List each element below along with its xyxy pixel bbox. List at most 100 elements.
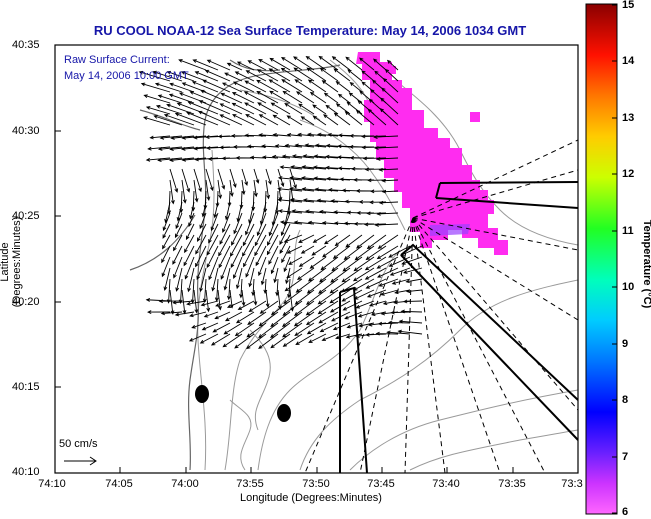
- current-vector: [294, 322, 315, 337]
- current-vector: [183, 245, 195, 267]
- current-vector: [289, 186, 315, 192]
- current-vector: [205, 289, 211, 313]
- current-vector: [169, 157, 195, 162]
- current-vector: [277, 176, 303, 181]
- current-vector: [301, 176, 327, 181]
- current-vector: [237, 300, 255, 310]
- current-vector: [352, 267, 375, 282]
- current-vector: [270, 311, 291, 327]
- x-tick-label: 73:50: [302, 478, 330, 490]
- scale-arrow: [64, 456, 97, 466]
- current-vector: [300, 116, 315, 126]
- current-vector: [208, 256, 219, 281]
- current-vector: [288, 256, 303, 265]
- current-vector: [247, 311, 267, 325]
- current-vector: [211, 267, 219, 292]
- current-vector: [257, 102, 279, 115]
- colorbar-ticks: [612, 4, 617, 514]
- current-vector: [227, 278, 231, 301]
- current-vector: [305, 55, 327, 71]
- current-vector: [234, 71, 255, 82]
- current-vector: [258, 333, 279, 350]
- current-vector: [368, 300, 387, 307]
- current-vector: [145, 157, 171, 162]
- current-vector: [384, 68, 399, 82]
- current-vector: [205, 168, 214, 192]
- current-vector: [201, 322, 219, 331]
- current-vector: [162, 234, 171, 250]
- current-vector: [181, 168, 191, 193]
- current-vector: [350, 166, 375, 171]
- current-vector: [256, 90, 279, 104]
- current-vector: [270, 256, 279, 275]
- current-vector: [312, 115, 327, 126]
- current-vector: [387, 320, 411, 325]
- current-vector: [278, 209, 303, 214]
- current-vector: [149, 135, 171, 140]
- current-vector: [223, 322, 243, 335]
- current-vector: [378, 278, 399, 287]
- current-vector: [365, 245, 387, 261]
- current-vector: [289, 198, 315, 203]
- current-vector: [402, 267, 423, 274]
- current-vector: [202, 278, 207, 304]
- annotation-line-1: Raw Surface Current:: [64, 54, 170, 66]
- current-vector: [256, 212, 267, 237]
- current-vector: [283, 256, 291, 273]
- current-vector: [300, 245, 315, 254]
- current-vector: [239, 278, 243, 299]
- colorbar-tick-label: 7: [622, 451, 629, 463]
- current-vector: [181, 135, 207, 140]
- current-vector: [268, 212, 279, 237]
- y-tick-label: 40:25: [12, 210, 40, 222]
- current-vector: [311, 245, 327, 256]
- current-vector: [306, 278, 327, 294]
- current-vector: [220, 92, 243, 104]
- current-vector: [397, 329, 423, 335]
- current-vector: [331, 311, 351, 322]
- current-vector: [270, 102, 291, 115]
- y-tick-label: 40:15: [12, 381, 40, 393]
- current-vector: [175, 267, 183, 292]
- current-vector: [341, 289, 363, 302]
- current-vector: [235, 311, 255, 324]
- current-vector: [253, 289, 258, 306]
- current-vector: [273, 267, 279, 284]
- current-vector: [306, 67, 327, 82]
- current-vector: [388, 256, 411, 267]
- current-vector: [192, 59, 219, 71]
- current-vector: [266, 234, 279, 256]
- current-vector: [291, 209, 315, 214]
- current-vector: [230, 245, 243, 269]
- current-vector: [210, 212, 219, 232]
- current-vector: [173, 256, 183, 279]
- current-vector: [232, 144, 255, 149]
- current-vector: [349, 155, 375, 160]
- current-vector: [243, 91, 267, 104]
- current-vector: [277, 187, 303, 192]
- colorbar-tick-label: 9: [622, 338, 629, 350]
- axis-ticks: [54, 44, 514, 474]
- current-vector: [376, 256, 399, 269]
- current-vector: [186, 111, 219, 126]
- current-vector: [335, 81, 351, 93]
- current-vector: [244, 133, 267, 138]
- current-vector: [290, 165, 315, 170]
- current-vector: [342, 256, 363, 272]
- current-vector: [268, 79, 291, 93]
- current-vector: [258, 59, 279, 71]
- current-vector: [353, 221, 375, 226]
- current-vector: [153, 115, 183, 126]
- current-vector: [353, 256, 375, 272]
- current-vector: [308, 333, 327, 343]
- current-vector: [214, 311, 231, 320]
- current-vector: [309, 256, 327, 269]
- current-vector: [353, 278, 375, 291]
- current-vector: [208, 223, 219, 244]
- current-vector: [217, 168, 226, 190]
- current-vector: [367, 108, 387, 126]
- current-vector: [284, 278, 303, 292]
- current-vector: [366, 289, 387, 298]
- current-vector: [169, 82, 195, 93]
- current-vector: [154, 82, 183, 93]
